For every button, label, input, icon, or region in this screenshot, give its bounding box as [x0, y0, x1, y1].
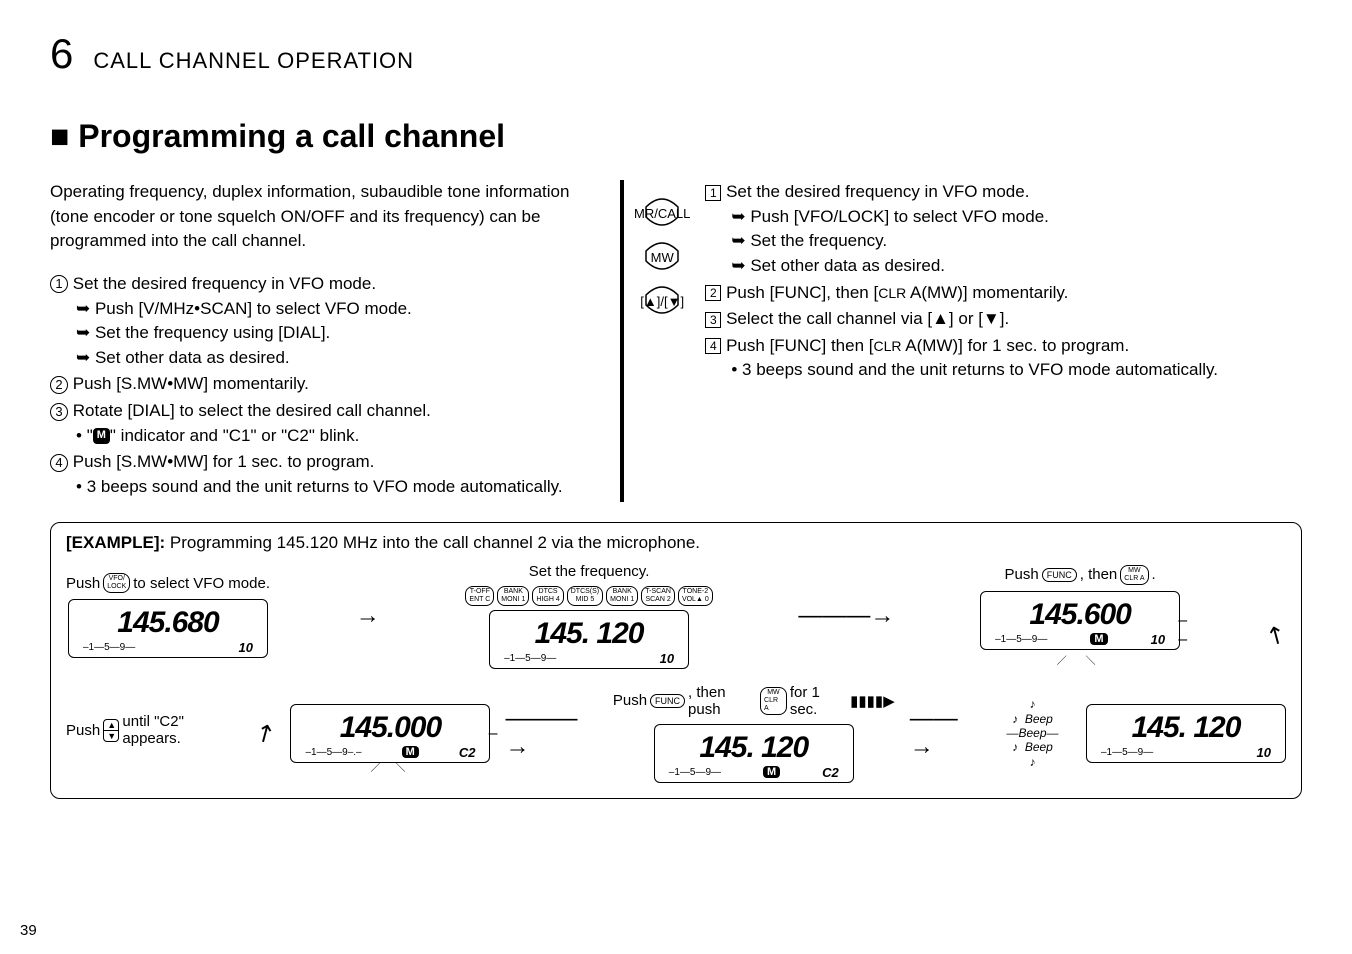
vfo-lock-pill: VFO/ LOCK: [103, 573, 130, 593]
arrow-icon: ———→: [798, 602, 894, 630]
arrow-icon: ↗: [249, 716, 281, 751]
arrow-icon: ↙: [1258, 620, 1293, 652]
func-pill: FUNC: [1042, 568, 1077, 582]
example-step-3: Push FUNC , then MWCLR A . 145.600 –1—5—…: [980, 565, 1180, 667]
intro-text: Operating frequency, duplex information,…: [50, 180, 590, 254]
step-text: Set the desired frequency in VFO mode.: [726, 182, 1029, 201]
left-column: Operating frequency, duplex information,…: [50, 180, 590, 502]
step-text: Push [S.MW•MW] for 1 sec. to program.: [73, 452, 375, 471]
example-step-5: Push FUNC , then push MWCLR A for 1 sec.…: [613, 684, 895, 783]
left-steps: 1 Set the desired frequency in VFO mode.…: [50, 272, 590, 500]
example-box: [EXAMPLE]: Programming 145.120 MHz into …: [50, 522, 1302, 799]
step-num: 4: [50, 454, 68, 472]
keypad-row: T-OFFENT C BANKMONI 1 DTCSHIGH 4 DTCS(S)…: [465, 586, 712, 606]
substep: Set the frequency.: [731, 229, 1218, 254]
substep: "M" indicator and "C1" or "C2" blink.: [76, 424, 590, 449]
step-num: 2: [50, 376, 68, 394]
mw-clra-pill: MWCLR A: [760, 687, 787, 715]
substep: Push [VFO/LOCK] to select VFO mode.: [731, 205, 1218, 230]
step-num: 1: [705, 185, 721, 201]
chapter-title: CALL CHANNEL OPERATION: [93, 48, 414, 74]
arrow-icon: ——→: [910, 705, 979, 761]
step-num: 1: [50, 275, 68, 293]
step-text: Select the call channel via [▲] or [▼].: [726, 309, 1009, 328]
right-column: MR/CALL MW [▲]/[▼] 1 Set the desired fre…: [620, 180, 1302, 502]
substep: Set the frequency using [DIAL].: [76, 321, 590, 346]
updown-button-icon: [▲]/[▼]: [640, 283, 684, 312]
lcd-display-1: 145.680 –1—5—9—10: [68, 599, 268, 658]
lcd-display-4: 145.000 –1—5—9–.–MC2 – ／ ＼: [290, 704, 490, 763]
blink-marks: ／ ＼: [1057, 652, 1104, 667]
page-header: 6 CALL CHANNEL OPERATION: [50, 30, 1302, 78]
mw-button-icon: MW: [640, 239, 684, 268]
lcd-display-3: 145.600 –1—5—9—M10 – –: [980, 591, 1180, 650]
step-num: 4: [705, 338, 721, 354]
blink-marks: ／ ＼: [371, 759, 412, 774]
example-step-1: Push VFO/ LOCK to select VFO mode. 145.6…: [66, 573, 270, 658]
step-num: 3: [705, 312, 721, 328]
mw-clra-pill: MWCLR A: [1120, 565, 1148, 585]
substep: Set other data as desired.: [731, 254, 1218, 279]
beep-indicator: ♪ ♪ Beep —Beep— ♪ Beep ♪: [994, 697, 1071, 769]
page-number: 39: [20, 922, 37, 939]
substep: Push [V/MHz•SCAN] to select VFO mode.: [76, 297, 590, 322]
lcd-display-6: 145. 120 –1—5—9—10: [1086, 704, 1286, 763]
substep: 3 beeps sound and the unit returns to VF…: [731, 358, 1218, 383]
step-num: 3: [50, 403, 68, 421]
example-title: [EXAMPLE]: Programming 145.120 MHz into …: [66, 533, 1286, 553]
lcd-display-5: 145. 120 –1—5—9—MC2: [654, 724, 854, 783]
right-steps: 1 Set the desired frequency in VFO mode.…: [705, 180, 1218, 502]
step-text: Set the desired frequency in VFO mode.: [73, 274, 376, 293]
mic-button-strip: MR/CALL MW [▲]/[▼]: [620, 180, 690, 502]
section-title: Programming a call channel: [50, 118, 1302, 155]
step-text: Rotate [DIAL] to select the desired call…: [73, 401, 431, 420]
step-text: Push [S.MW•MW] momentarily.: [73, 374, 309, 393]
updown-pill: ▲▼: [103, 719, 119, 742]
example-step-4-label: Push ▲▼ until "C2" appears.: [66, 713, 240, 747]
step-num: 2: [705, 285, 721, 301]
hold-bar-icon: ▮▮▮▮▶: [850, 692, 895, 710]
substep: Set other data as desired.: [76, 346, 590, 371]
chapter-number: 6: [50, 30, 73, 78]
lcd-display-2: 145. 120 –1—5—9—10: [489, 610, 689, 669]
example-step-2: Set the frequency. T-OFFENT C BANKMONI 1…: [465, 563, 712, 669]
substep: 3 beeps sound and the unit returns to VF…: [76, 475, 590, 500]
arrow-icon: →: [356, 602, 380, 630]
arrow-icon: ———→: [505, 705, 597, 761]
m-indicator: M: [93, 428, 110, 444]
mrcall-button-icon: MR/CALL: [634, 195, 690, 224]
func-pill: FUNC: [650, 694, 685, 708]
